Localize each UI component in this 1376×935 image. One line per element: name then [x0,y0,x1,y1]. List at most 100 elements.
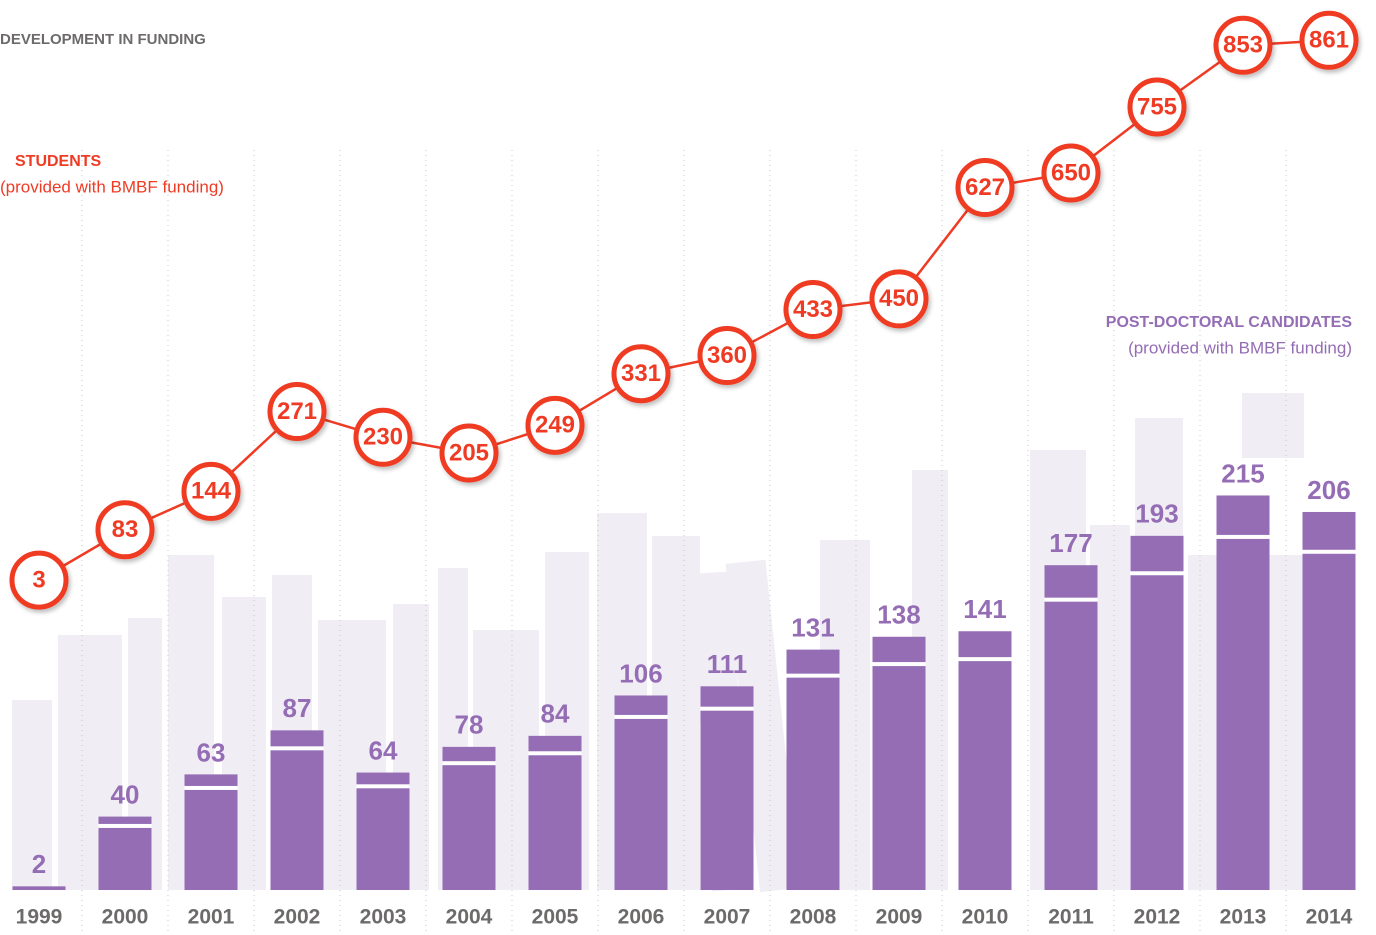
bar [614,695,668,890]
bar-value-label: 64 [369,735,398,765]
bar [356,772,410,890]
bar [12,886,66,890]
point-value-label: 83 [112,516,139,543]
point-badge [95,500,155,560]
point-badge [353,407,413,467]
bar [1302,511,1356,890]
x-tick-label: 2007 [704,906,751,929]
point-badge [955,157,1015,217]
x-tick-label: 2010 [962,906,1009,929]
point-value-label: 853 [1223,32,1263,59]
bar [1044,565,1098,890]
x-tick-label: 2006 [618,906,665,929]
bar-stripe [442,761,496,766]
point-value-label: 360 [707,342,747,369]
bar [1216,495,1270,890]
point-value-label: 755 [1137,93,1177,120]
bar-value-label: 87 [283,693,312,723]
x-tick-label: 2012 [1134,906,1181,929]
legend-students-sub: (provided with BMBF funding) [0,177,224,196]
bar [958,631,1012,890]
line [38,39,1330,582]
bar-stripe [1216,534,1270,539]
bar-stripe [270,746,324,751]
bar [872,636,926,890]
bar-value-label: 40 [111,779,140,809]
bar-value-label: 2 [32,849,46,879]
bar [98,816,152,890]
bar-value-label: 131 [791,612,834,642]
bar-stripe [614,714,668,719]
point-value-label: 230 [363,424,403,451]
point-badge [1127,77,1187,137]
bar [1130,535,1184,890]
bar-value-label: 215 [1221,458,1264,488]
point-badge [267,381,327,441]
point-badge [611,344,671,404]
bar-value-label: 138 [877,600,920,630]
bar-stripe [1302,549,1356,554]
x-tick-label: 2002 [274,906,321,929]
bar-value-label: 177 [1049,528,1092,558]
point-value-label: 3 [32,566,45,593]
point-value-label: 627 [965,174,1005,201]
x-tick-label: 2001 [188,906,235,929]
point-badge [697,325,757,385]
column-separators [81,150,1287,935]
bar-stripe [98,823,152,828]
point-value-label: 450 [879,285,919,312]
chart-title: DEVELOPMENT IN FUNDING [0,31,206,48]
bar [442,746,496,890]
bar-stripe [958,657,1012,662]
bar [270,730,324,890]
bar-stripe [1044,597,1098,602]
point-value-label: 650 [1051,159,1091,186]
point-badge [1299,10,1359,70]
x-tick-label: 2005 [532,906,579,929]
bar-value-label: 63 [197,737,226,767]
bar-value-label: 193 [1135,499,1178,529]
point-badge [9,550,69,610]
x-tick-label: 2008 [790,906,837,929]
x-tick-label: 2009 [876,906,923,929]
bar [184,774,238,890]
point-value-label: 271 [277,398,317,425]
point-value-label: 433 [793,296,833,323]
bars [12,495,1356,890]
bar [700,686,754,890]
bar-value-label: 84 [541,699,570,729]
legend-postdoc-sub: (provided with BMBF funding) [1128,338,1352,357]
bar-stripe [528,751,582,756]
bar-stripe [700,706,754,711]
x-tick-label: 2000 [102,906,149,929]
point-badge [439,423,499,483]
point-value-label: 861 [1309,27,1349,54]
bar-stripe [872,662,926,667]
x-tick-label: 2014 [1306,906,1353,929]
bar-value-label: 111 [707,649,748,679]
legend-students: STUDENTS [15,153,102,170]
bar-value-label: 106 [619,658,662,688]
x-tick-label: 2013 [1220,906,1267,929]
bar [786,649,840,890]
x-tick-label: 2003 [360,906,407,929]
bar-stripe [1130,571,1184,576]
point-badge [1213,15,1273,75]
point-badge [525,395,585,455]
point-badge [783,280,843,340]
point-value-label: 205 [449,439,489,466]
line-layer: 3 83 144 271 230 205 249 331 360 433 450 627 650 755 8… [9,10,1359,610]
x-tick-label: 2011 [1048,906,1094,929]
point-badge [869,269,929,329]
point-value-label: 249 [535,412,575,439]
point-value-label: 331 [621,360,661,387]
bar-stripe [786,673,840,678]
point-badge [1041,143,1101,203]
x-tick-label: 2004 [446,906,493,929]
bar-value-label: 78 [455,710,484,740]
bar-value-label: 206 [1307,475,1350,505]
bar [528,735,582,890]
legend-postdoc: POST-DOCTORAL CANDIDATES [1106,314,1353,331]
bar-stripe [356,784,410,789]
